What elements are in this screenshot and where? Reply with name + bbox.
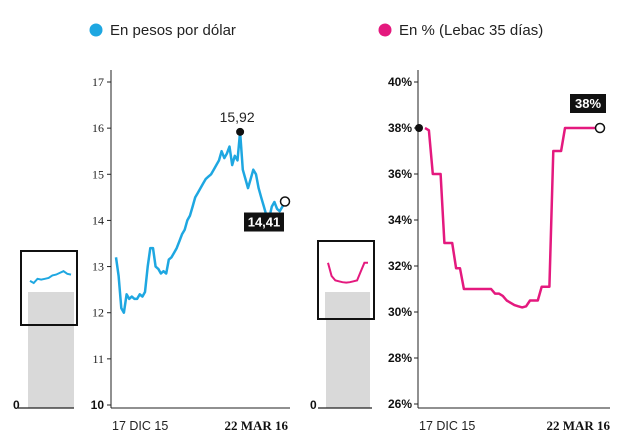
legend-label-pesos: En pesos por dólar <box>110 22 236 39</box>
y-tick-label: 30% <box>388 305 412 319</box>
y-ticks-pesos: 17 16 15 14 13 12 11 10 <box>91 75 111 412</box>
y-tick-label: 28% <box>388 351 412 365</box>
last-value-label-pesos: 14,41 <box>248 215 281 230</box>
chart-lebac: En % (Lebac 35 días) 0 40% 38% 36% 34% 32% 30… <box>310 22 610 433</box>
max-point-pesos <box>236 127 245 136</box>
y-tick-label: 10 <box>91 398 105 412</box>
legend-swatch-pesos <box>89 23 103 37</box>
chart-pesos-por-dolar: En pesos por dólar 0 17 16 15 14 13 12 11 10 17… <box>13 22 291 433</box>
first-point-lebac <box>415 124 423 132</box>
max-label-pesos: 15,92 <box>220 109 255 125</box>
inset-pesos-zero: 0 <box>13 398 20 412</box>
last-point-pesos <box>279 196 291 207</box>
y-tick-label: 12 <box>92 306 104 320</box>
y-tick-label: 34% <box>388 213 412 227</box>
y-tick-label: 17 <box>92 75 104 89</box>
y-tick-label: 26% <box>388 397 412 411</box>
y-tick-label: 11 <box>92 352 104 366</box>
y-ticks-lebac: 40% 38% 36% 34% 32% 30% 28% 26% <box>388 75 418 411</box>
y-tick-label: 15 <box>92 167 104 181</box>
last-value-label-lebac: 38% <box>575 96 601 111</box>
x-label-start-lebac: 17 DIC 15 <box>419 419 475 433</box>
series-line-pesos <box>114 130 287 314</box>
last-point-lebac <box>594 122 606 134</box>
inset-lebac-zero: 0 <box>310 398 317 412</box>
legend-swatch-lebac <box>378 23 392 37</box>
series-line-lebac <box>424 126 600 309</box>
last-value-box-lebac <box>570 94 606 113</box>
inset-pesos: 0 <box>13 250 78 412</box>
y-tick-label: 40% <box>388 75 412 89</box>
inset-pesos-fill <box>28 292 74 324</box>
inset-pesos-line <box>29 270 72 285</box>
inset-lebac: 0 <box>310 240 375 412</box>
inset-lebac-fill <box>325 292 370 318</box>
x-label-start-pesos: 17 DIC 15 <box>112 419 168 433</box>
last-value-box-pesos <box>244 212 284 232</box>
x-label-end-lebac: 22 MAR 16 <box>546 418 610 433</box>
inset-lebac-line <box>327 261 368 284</box>
y-tick-label: 13 <box>92 260 104 274</box>
y-tick-label: 16 <box>92 121 104 135</box>
legend-label-lebac: En % (Lebac 35 días) <box>399 22 543 39</box>
y-tick-label: 38% <box>388 121 412 135</box>
y-tick-label: 14 <box>92 213 104 227</box>
y-tick-label: 36% <box>388 167 412 181</box>
y-tick-label: 32% <box>388 259 412 273</box>
x-label-end-pesos: 22 MAR 16 <box>224 418 288 433</box>
